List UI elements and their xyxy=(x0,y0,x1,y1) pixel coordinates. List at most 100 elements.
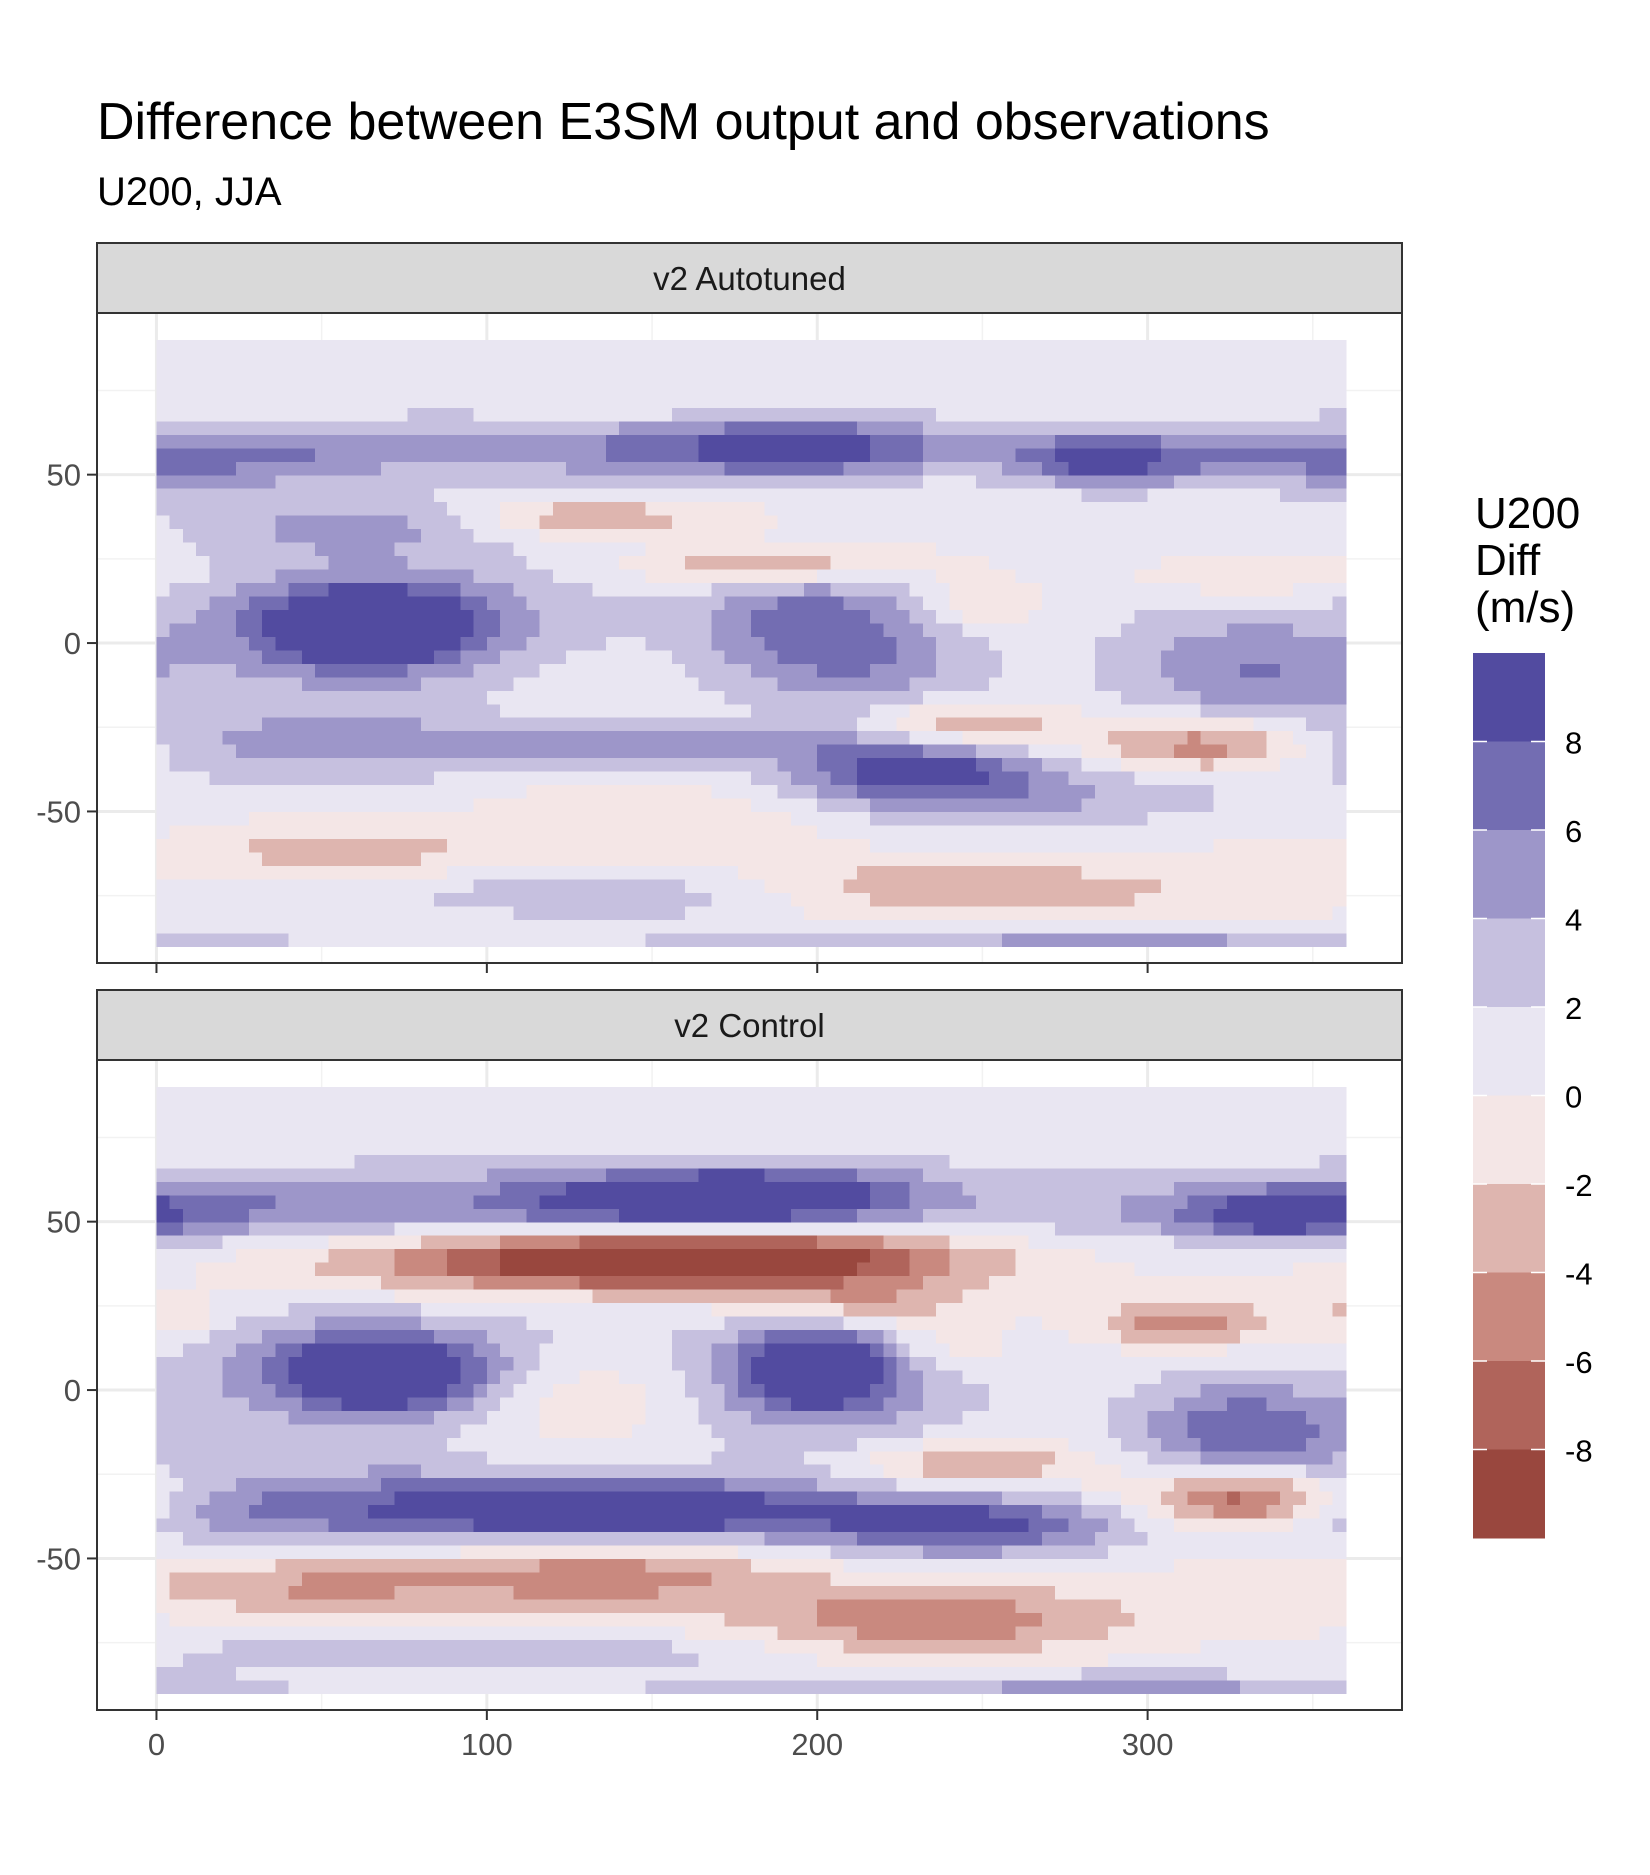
heatmap-cell xyxy=(751,1571,765,1586)
heatmap-cell xyxy=(645,595,660,610)
heatmap-cell xyxy=(460,905,475,920)
heatmap-cell xyxy=(1041,851,1056,866)
heatmap-cell xyxy=(460,919,475,934)
heatmap-cell xyxy=(1015,1679,1030,1694)
heatmap-cell xyxy=(1187,1585,1202,1600)
heatmap-cell xyxy=(936,784,950,799)
heatmap-cell xyxy=(1253,1612,1268,1627)
heatmap-cell xyxy=(685,434,699,449)
heatmap-cell xyxy=(513,582,528,597)
heatmap-cell xyxy=(433,676,448,691)
heatmap-cell xyxy=(1200,609,1215,624)
heatmap-cell xyxy=(513,851,528,866)
heatmap-cell xyxy=(447,515,462,530)
heatmap-cell xyxy=(1002,595,1017,610)
heatmap-cell xyxy=(632,353,647,368)
heatmap-cell xyxy=(856,892,871,907)
heatmap-cell xyxy=(724,703,739,718)
heatmap-cell xyxy=(856,1625,871,1640)
heatmap-cell xyxy=(579,434,594,449)
heatmap-cell xyxy=(989,797,1003,813)
heatmap-cell xyxy=(949,393,964,408)
heatmap-cell xyxy=(1226,663,1241,678)
heatmap-cell xyxy=(685,636,699,651)
heatmap-cell xyxy=(1134,676,1149,691)
heatmap-cell xyxy=(1094,447,1109,462)
heatmap-cell xyxy=(1081,353,1096,368)
heatmap-cell xyxy=(169,393,184,408)
heatmap-cell xyxy=(1319,555,1334,570)
heatmap-cell xyxy=(870,797,884,813)
heatmap-cell xyxy=(500,1612,514,1627)
heatmap-cell xyxy=(579,1585,594,1600)
heatmap-cell xyxy=(751,366,765,381)
heatmap-cell xyxy=(328,380,343,395)
heatmap-cell xyxy=(367,771,382,786)
heatmap-cell xyxy=(962,1558,977,1573)
heatmap-cell xyxy=(579,865,594,880)
heatmap-cell xyxy=(1292,366,1307,381)
heatmap-cell xyxy=(922,676,937,691)
heatmap-cell xyxy=(460,555,475,570)
heatmap-cell xyxy=(698,595,713,610)
heatmap-cell xyxy=(275,447,290,462)
heatmap-cell xyxy=(883,1666,898,1681)
heatmap-cell xyxy=(196,1679,210,1694)
heatmap-cell xyxy=(341,636,356,651)
heatmap-cell xyxy=(843,1612,858,1627)
heatmap-cell xyxy=(605,851,620,866)
heatmap-cell xyxy=(209,811,224,826)
heatmap-cell xyxy=(804,1679,818,1694)
heatmap-cell xyxy=(1279,568,1294,584)
heatmap-cell xyxy=(1055,1558,1069,1573)
heatmap-cell xyxy=(1253,784,1268,799)
heatmap-cell xyxy=(328,905,343,920)
heatmap-cell xyxy=(235,528,250,543)
heatmap-cell xyxy=(262,784,277,799)
heatmap-cell xyxy=(685,851,699,866)
heatmap-cell xyxy=(1292,838,1307,853)
heatmap-cell xyxy=(909,717,924,732)
heatmap-cell xyxy=(301,1558,316,1573)
heatmap-cell xyxy=(1055,892,1069,907)
heatmap-cell xyxy=(989,380,1003,395)
heatmap-cell xyxy=(262,717,277,732)
heatmap-cell xyxy=(1068,757,1083,772)
heatmap-cell xyxy=(975,366,990,381)
heatmap-cell xyxy=(579,1679,594,1694)
heatmap-cell xyxy=(843,609,858,624)
heatmap-cell xyxy=(1147,407,1162,422)
heatmap-cell xyxy=(394,676,409,691)
heatmap-cell xyxy=(936,501,950,516)
heatmap-cell xyxy=(1332,582,1347,597)
heatmap-cell xyxy=(737,784,752,799)
heatmap-cell xyxy=(209,676,224,691)
heatmap-cell xyxy=(447,1585,462,1600)
heatmap-cell xyxy=(381,1571,395,1586)
heatmap-cell xyxy=(817,1612,832,1627)
heatmap-cell xyxy=(235,797,250,813)
heatmap-cell xyxy=(381,703,395,718)
heatmap-cell xyxy=(407,878,422,893)
heatmap-cell xyxy=(1240,730,1254,745)
heatmap-cell xyxy=(1200,797,1215,813)
heatmap-cell xyxy=(1055,649,1069,664)
heatmap-cell xyxy=(460,595,475,610)
heatmap-cell xyxy=(1147,771,1162,786)
heatmap-cell xyxy=(1213,797,1228,813)
heatmap-cell xyxy=(381,1639,395,1654)
heatmap-cell xyxy=(790,663,805,678)
heatmap-cell xyxy=(513,811,528,826)
heatmap-cell xyxy=(1332,380,1347,395)
heatmap-cell xyxy=(1015,905,1030,920)
heatmap-cell xyxy=(804,501,818,516)
heatmap-cell xyxy=(645,420,660,435)
heatmap-cell xyxy=(460,717,475,732)
heatmap-cell xyxy=(1292,919,1307,934)
heatmap-cell xyxy=(513,501,528,516)
heatmap-cell xyxy=(1107,811,1122,826)
heatmap-cell xyxy=(922,1625,937,1640)
heatmap-cell xyxy=(592,474,607,489)
heatmap-cell xyxy=(790,515,805,530)
heatmap-cell xyxy=(1121,919,1135,934)
